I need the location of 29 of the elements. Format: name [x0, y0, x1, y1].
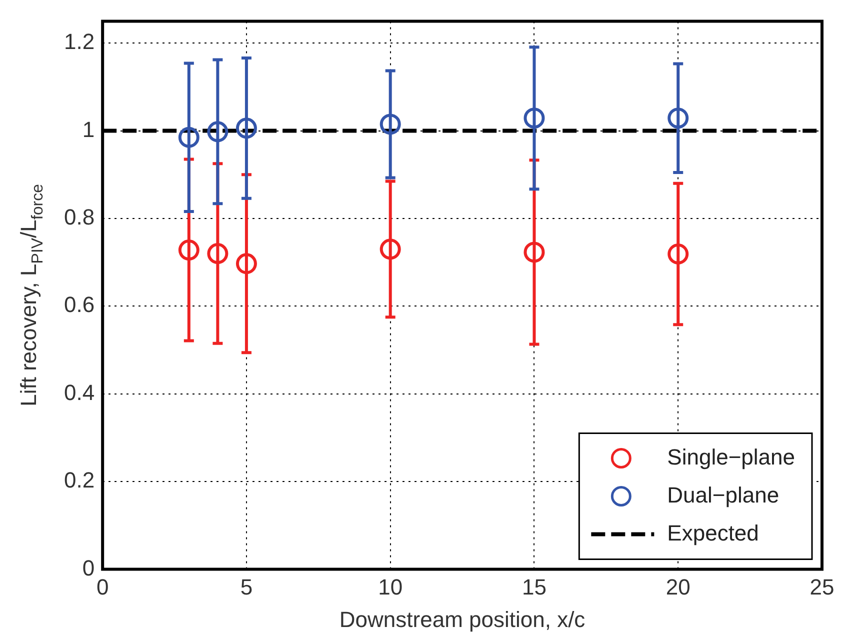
legend-label: Single−plane	[667, 444, 796, 470]
y-tick-label: 1.2	[64, 29, 95, 54]
point	[178, 126, 200, 148]
point	[207, 243, 228, 264]
y-tick-label: 0.2	[64, 468, 95, 493]
y-tick-label: 0.8	[64, 204, 95, 230]
x-tick-label: 10	[378, 574, 403, 600]
point	[524, 242, 545, 263]
y-tick-label: 1	[82, 116, 95, 142]
y-tick-label: 0.6	[64, 292, 95, 318]
legend-label: Expected	[667, 520, 759, 546]
x-tick-label: 20	[666, 574, 690, 600]
x-tick-label: 5	[240, 574, 253, 600]
point	[236, 118, 257, 139]
point	[668, 243, 689, 264]
point	[380, 238, 401, 260]
y-tick-label: 0.4	[64, 380, 95, 405]
x-axis-title: Downstream position, x/c	[339, 606, 586, 632]
y-tick-label: 0	[82, 555, 95, 580]
y-axis-title: Lift recovery, LPIV/Lforce	[16, 184, 46, 406]
point	[178, 240, 200, 261]
x-tick-label: 25	[810, 574, 834, 600]
point	[524, 108, 545, 129]
point	[380, 114, 401, 135]
point	[236, 253, 257, 274]
legend-label: Dual−plane	[667, 482, 780, 508]
point	[668, 108, 689, 129]
point	[207, 121, 228, 142]
x-tick-label: 15	[522, 574, 546, 600]
